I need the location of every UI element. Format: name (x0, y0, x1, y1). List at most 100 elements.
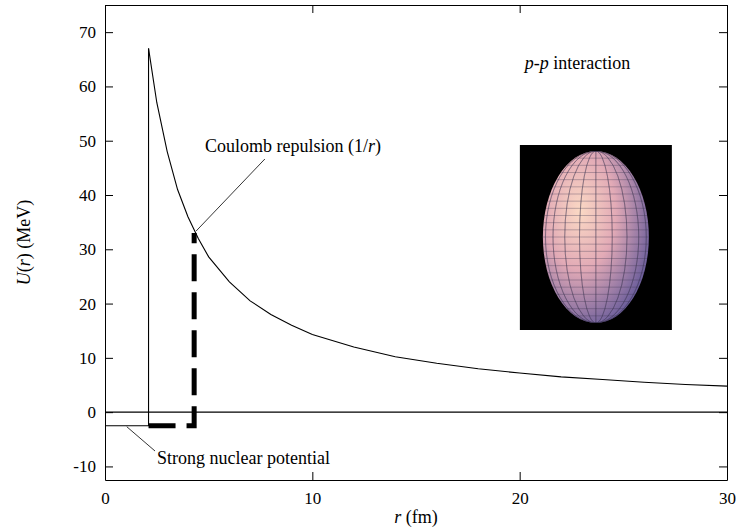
tick-mark (105, 466, 113, 467)
axis: 0 10 20 30 (101, 472, 736, 508)
tick (719, 86, 727, 87)
tick-label: 30 (719, 489, 736, 508)
mesh-line (579, 151, 612, 323)
text-part: U (14, 271, 34, 285)
tick-mark (719, 32, 727, 33)
tick-mark (105, 86, 113, 87)
tick-mark (719, 249, 727, 250)
tick-mark (719, 141, 727, 142)
tick-mark (719, 304, 727, 305)
tick: 0 (88, 403, 114, 422)
tick-mark (105, 304, 113, 305)
tick: 70 (79, 23, 113, 42)
tick-label: 0 (101, 489, 110, 508)
mesh-line (553, 151, 639, 323)
tick-label: 60 (79, 77, 96, 96)
chart: 0 10 20 30 -10 0 10 20 30 40 50 60 70 r (fm) U(r) (MeV… (0, 0, 744, 531)
tick: 50 (79, 132, 113, 151)
inset-image (520, 145, 672, 330)
axis: -10 0 10 20 30 40 50 60 70 (73, 6, 113, 481)
tick (719, 412, 727, 413)
text-part: ) (375, 136, 381, 157)
x-axis-title: r (fm) (394, 507, 438, 528)
tick (719, 141, 727, 142)
title: p-p interaction (523, 53, 630, 73)
tick: 20 (512, 472, 529, 508)
tick-mark (105, 412, 113, 413)
tick-mark (520, 5, 521, 13)
tick (719, 32, 727, 33)
tick-label: 10 (304, 489, 321, 508)
tick: 20 (79, 295, 113, 314)
tick-label: 10 (79, 349, 96, 368)
tick: 40 (79, 186, 113, 205)
inset-background (520, 145, 672, 330)
axis (106, 5, 728, 13)
tick-mark (719, 412, 727, 413)
axis-line (727, 6, 728, 481)
mesh-line (545, 151, 646, 323)
tick-label: 30 (79, 240, 96, 259)
tick-label: 40 (79, 186, 96, 205)
text-part: p (538, 53, 549, 73)
leader-line (196, 159, 265, 231)
text-part: (fm) (401, 507, 437, 528)
tick-label: 20 (512, 489, 529, 508)
annotation: Coulomb repulsion (1/r) (205, 136, 381, 157)
mesh-line (579, 151, 612, 323)
tick-label: 70 (79, 23, 96, 42)
tick-label: 0 (88, 403, 97, 422)
annotations: Coulomb repulsion (1/r) Strong nuclear po… (127, 136, 381, 468)
tick (719, 304, 727, 305)
axis-line (106, 480, 728, 481)
tick: 10 (304, 472, 321, 508)
line (149, 48, 727, 386)
tick (520, 5, 521, 13)
tick-label: 50 (79, 132, 96, 151)
tick (719, 195, 727, 196)
axis (719, 6, 728, 481)
line (105, 412, 727, 413)
leader-line (127, 427, 155, 451)
tick-mark (312, 472, 313, 480)
tick-mark (105, 358, 113, 359)
ellipsoid (543, 151, 649, 323)
tick-mark (719, 86, 727, 87)
mesh-line (565, 151, 627, 323)
y-axis-title: U(r) (MeV) (14, 200, 35, 286)
annotation: Strong nuclear potential (157, 448, 330, 468)
mesh-line (565, 151, 627, 323)
axis-line (106, 5, 728, 6)
tick-mark (719, 195, 727, 196)
tick-mark (105, 141, 113, 142)
line (105, 48, 149, 425)
tick (719, 358, 727, 359)
text-part: p (523, 53, 534, 73)
tick-mark (312, 5, 313, 13)
mesh-line (545, 151, 646, 323)
text-part: Strong nuclear potential (157, 448, 330, 468)
tick: 30 (79, 240, 113, 259)
tick-mark (520, 472, 521, 480)
tick-mark (105, 32, 113, 33)
axis-line (105, 6, 106, 481)
tick-label: 20 (79, 295, 96, 314)
tick (312, 5, 313, 13)
tick-label: -10 (73, 457, 96, 476)
text-part: ) (MeV) (14, 200, 35, 259)
text-part: interaction (549, 53, 630, 73)
dashed-line (149, 233, 195, 426)
tick: 60 (79, 77, 113, 96)
tick: -10 (73, 457, 113, 476)
tick-mark (105, 249, 113, 250)
tick (719, 466, 727, 467)
tick-mark (719, 358, 727, 359)
tick-mark (719, 466, 727, 467)
tick (719, 249, 727, 250)
mesh-line (553, 151, 639, 323)
mesh-line (595, 151, 596, 323)
tick-mark (105, 195, 113, 196)
tick: 10 (79, 349, 113, 368)
plot-area (105, 48, 727, 425)
ellipsoid-mesh (543, 151, 649, 323)
